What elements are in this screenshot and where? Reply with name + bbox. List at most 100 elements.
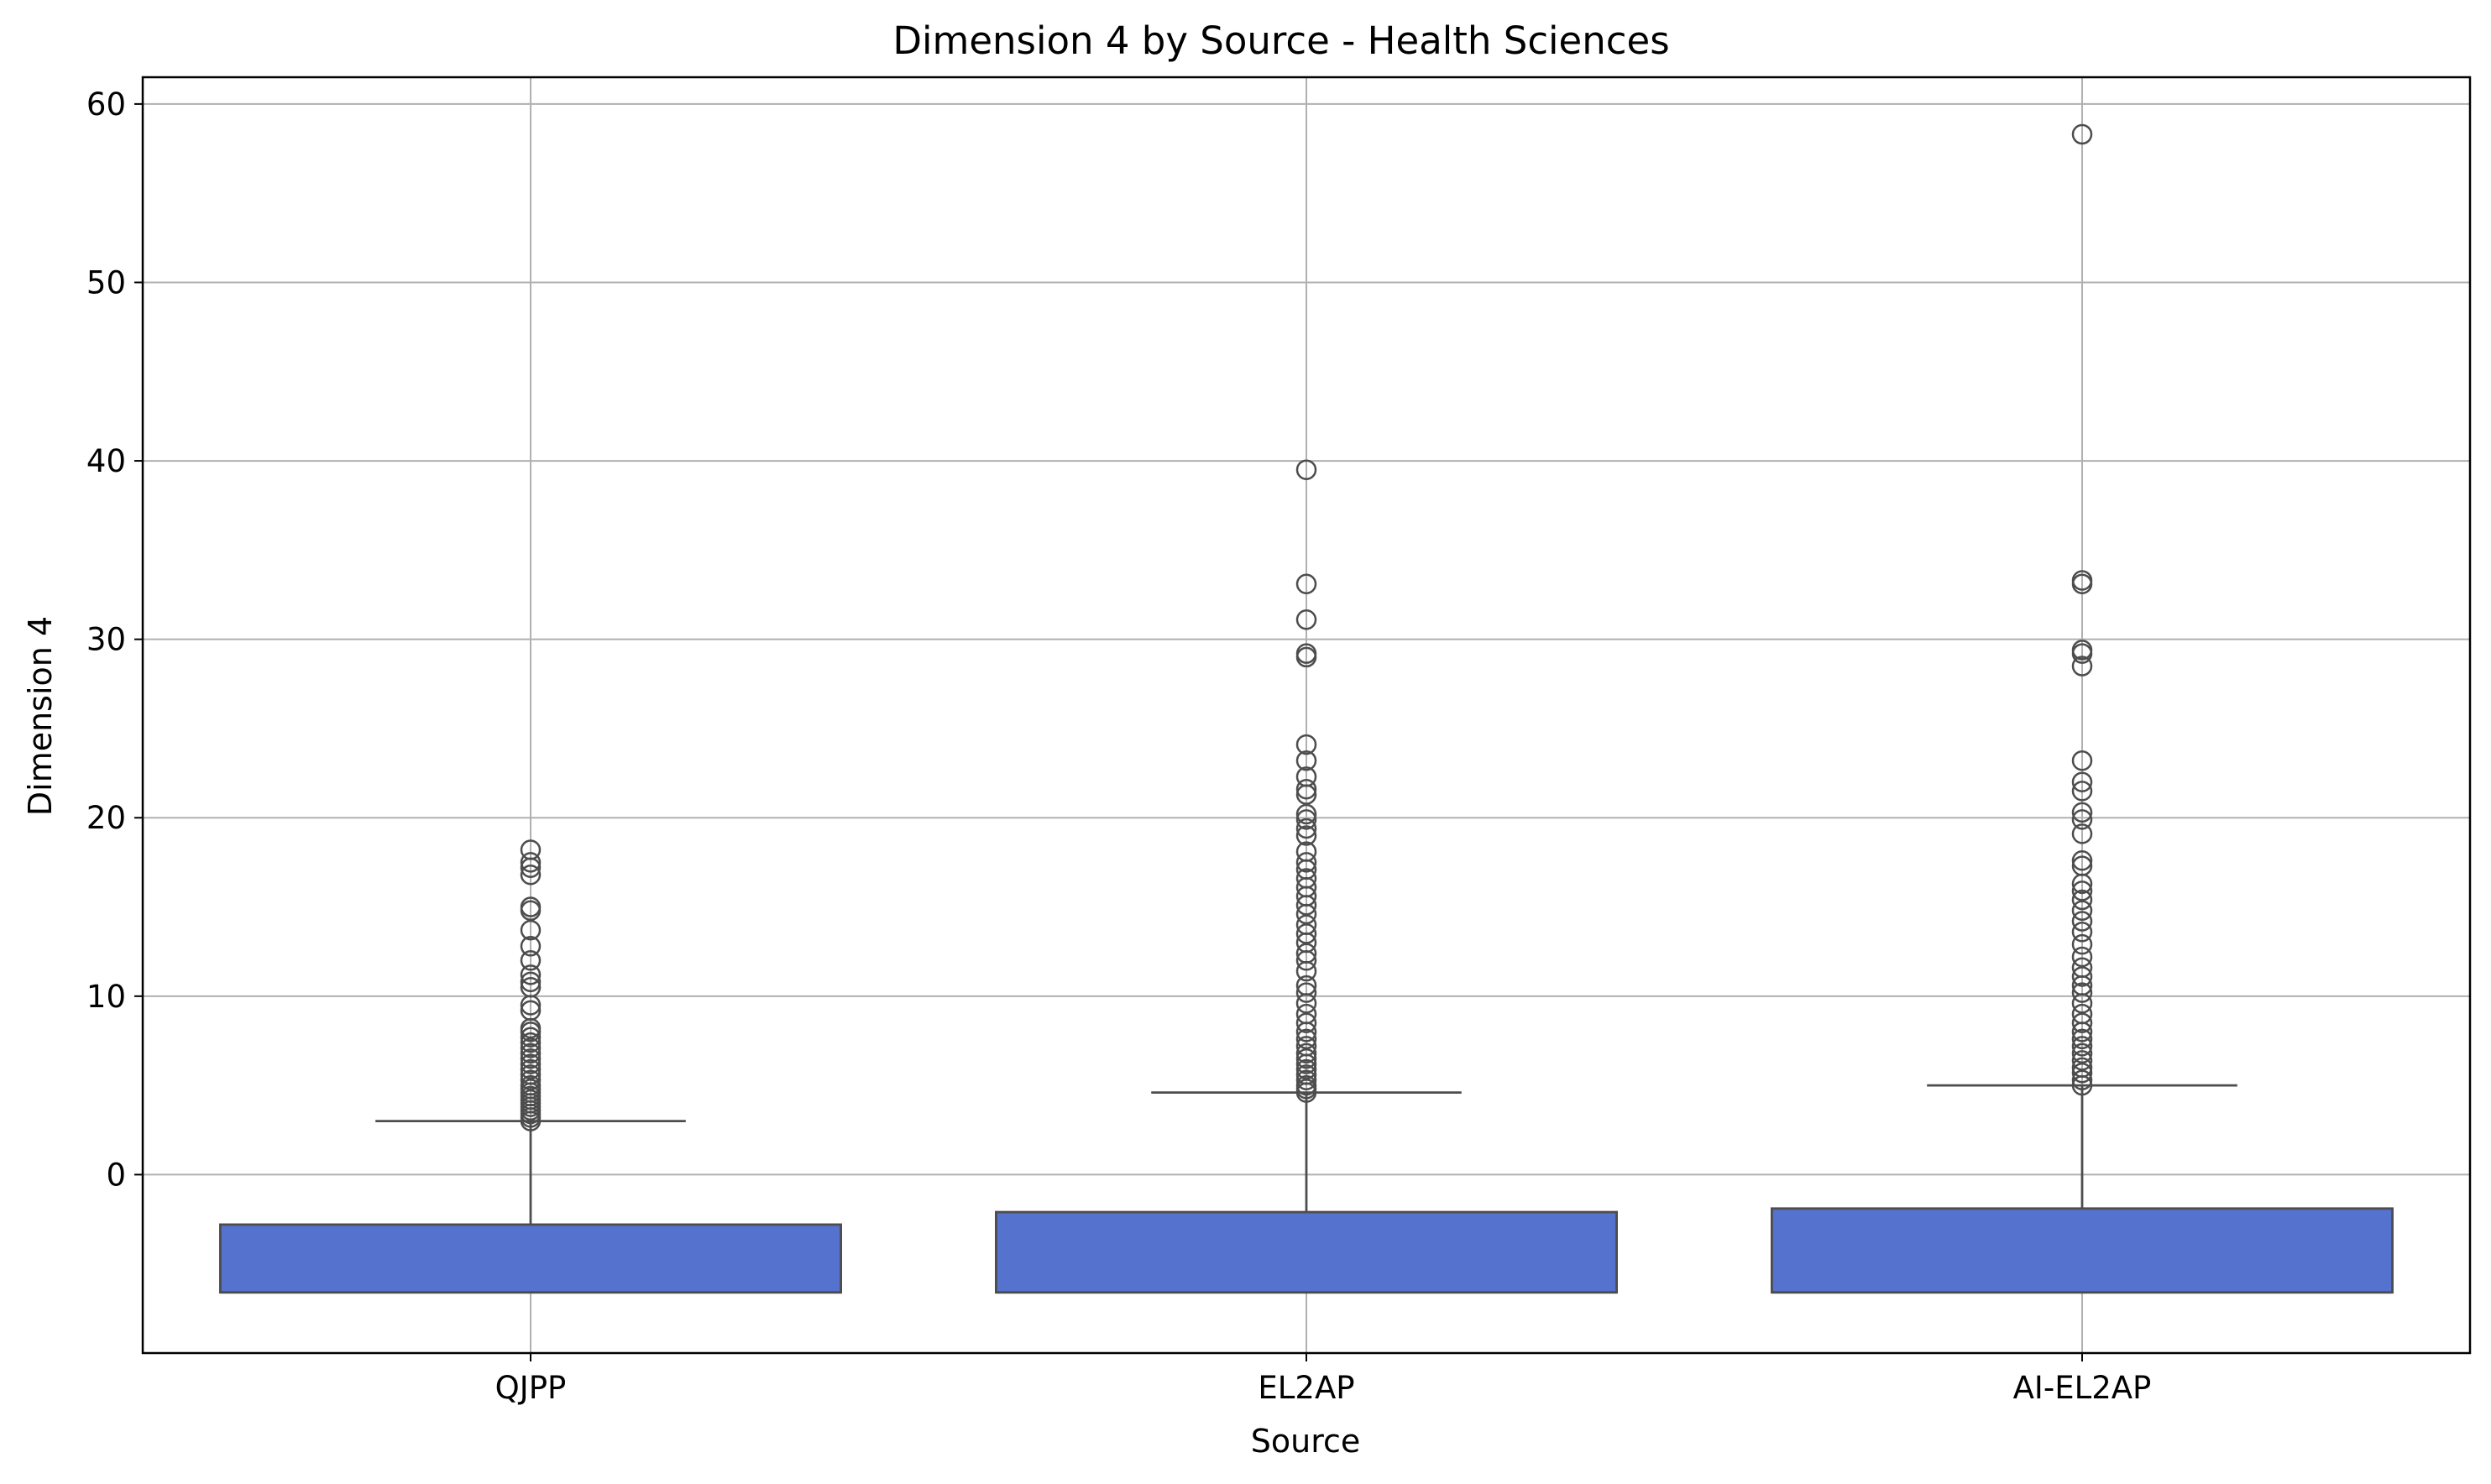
box-plots [218, 123, 2394, 1294]
y-tick-label: 20 [86, 800, 126, 836]
outlier-point [1295, 1042, 1317, 1064]
outlier-point [1295, 1074, 1317, 1096]
outlier-point [520, 919, 542, 941]
outlier-point [1295, 809, 1317, 830]
outlier-point [2071, 1050, 2093, 1071]
outlier-point [520, 1037, 542, 1058]
outlier-point [1295, 825, 1317, 846]
outlier-point [2071, 123, 2093, 145]
y-tick-label: 50 [86, 264, 126, 300]
outlier-point [2071, 880, 2093, 901]
outlier-point [1295, 982, 1317, 1003]
outlier-point [520, 976, 542, 998]
outlier-point [2071, 1042, 2093, 1064]
outlier-point [2071, 1028, 2093, 1050]
iqr-box [1770, 1207, 2394, 1294]
outlier-point [1295, 1003, 1317, 1025]
y-tick-label: 40 [86, 443, 126, 479]
outlier-point [2071, 781, 2093, 802]
outlier-point [2071, 982, 2093, 1003]
outlier-point [520, 1000, 542, 1022]
box-group-el2ap [995, 459, 1619, 1294]
outlier-point [1295, 643, 1317, 664]
outlier-point [1295, 609, 1317, 630]
outlier-point [1295, 766, 1317, 787]
outlier-point [2071, 889, 2093, 911]
outlier-point [2071, 855, 2093, 876]
outlier-point [2071, 771, 2093, 792]
outlier-point [2071, 1012, 2093, 1033]
outlier-point [2071, 900, 2093, 922]
iqr-box [218, 1223, 843, 1294]
outlier-point [1295, 1028, 1317, 1050]
outlier-point [520, 1058, 542, 1080]
y-axis-label: Dimension 4 [22, 616, 59, 816]
outlier-point [2071, 570, 2093, 591]
outlier-point [2071, 922, 2093, 943]
outlier-point [2071, 966, 2093, 987]
outlier-point [2071, 1036, 2093, 1057]
y-tick-label: 30 [86, 622, 126, 658]
outlier-point [520, 896, 542, 917]
outlier-point [520, 852, 542, 873]
box-group-ai-el2ap [1770, 123, 2394, 1294]
y-tick-label: 60 [86, 86, 126, 123]
outlier-point [520, 1032, 542, 1053]
outlier-point [2071, 1003, 2093, 1025]
x-tick-label: EL2AP [1258, 1370, 1354, 1406]
outlier-point [1295, 734, 1317, 755]
outlier-point [1295, 868, 1317, 889]
outlier-point [1295, 803, 1317, 825]
outlier-point [1295, 1064, 1317, 1085]
outlier-point [1295, 1036, 1317, 1057]
y-tick-label: 0 [106, 1157, 126, 1193]
box-group-qjpp [218, 839, 843, 1294]
axis-ticks: 0 10 20 30 40 50 60 QJPP EL2AP AI-EL2AP [86, 86, 2151, 1406]
outlier-point [2071, 823, 2093, 844]
outlier-point [1295, 778, 1317, 800]
outlier-point [1295, 1012, 1317, 1033]
iqr-box [995, 1210, 1619, 1294]
outlier-point [2071, 1057, 2093, 1079]
outlier-point [1295, 914, 1317, 936]
outlier-point [1295, 1048, 1317, 1069]
outlier-point [520, 1048, 542, 1069]
outlier-point [1295, 818, 1317, 839]
outlier-point [520, 1042, 542, 1064]
outlier-point [2071, 640, 2093, 661]
outlier-point [1295, 1058, 1317, 1080]
outlier-point [1295, 852, 1317, 873]
outlier-point [2071, 1069, 2093, 1090]
outlier-point [520, 1053, 542, 1074]
outlier-point [2071, 750, 2093, 771]
outlier-point [1295, 573, 1317, 594]
outlier-point [520, 964, 542, 985]
x-tick-label: AI-EL2AP [2013, 1370, 2152, 1406]
outlier-point [1295, 750, 1317, 771]
chart-title: Dimension 4 by Source - Health Sciences [892, 18, 1669, 63]
outlier-point [520, 936, 542, 957]
outlier-point [2071, 656, 2093, 677]
outlier-point [1295, 459, 1317, 480]
outlier-point [1295, 841, 1317, 862]
outlier-point [520, 950, 542, 971]
outlier-point [2071, 802, 2093, 823]
outlier-point [2071, 809, 2093, 830]
outlier-point [520, 1027, 542, 1048]
x-tick-label: QJPP [495, 1370, 567, 1406]
outlier-point [1295, 923, 1317, 944]
outlier-point [2071, 911, 2093, 932]
outlier-point [520, 1069, 542, 1090]
outlier-point [2071, 850, 2093, 871]
outlier-point [1295, 943, 1317, 964]
outlier-point [1295, 975, 1317, 996]
outlier-point [2071, 957, 2093, 979]
outlier-point [520, 1074, 542, 1096]
outlier-point [1295, 1069, 1317, 1090]
outlier-point [520, 839, 542, 860]
outlier-point [2071, 1062, 2093, 1084]
y-tick-label: 10 [86, 979, 126, 1015]
outlier-point [2071, 933, 2093, 955]
outlier-point [2071, 946, 2093, 968]
